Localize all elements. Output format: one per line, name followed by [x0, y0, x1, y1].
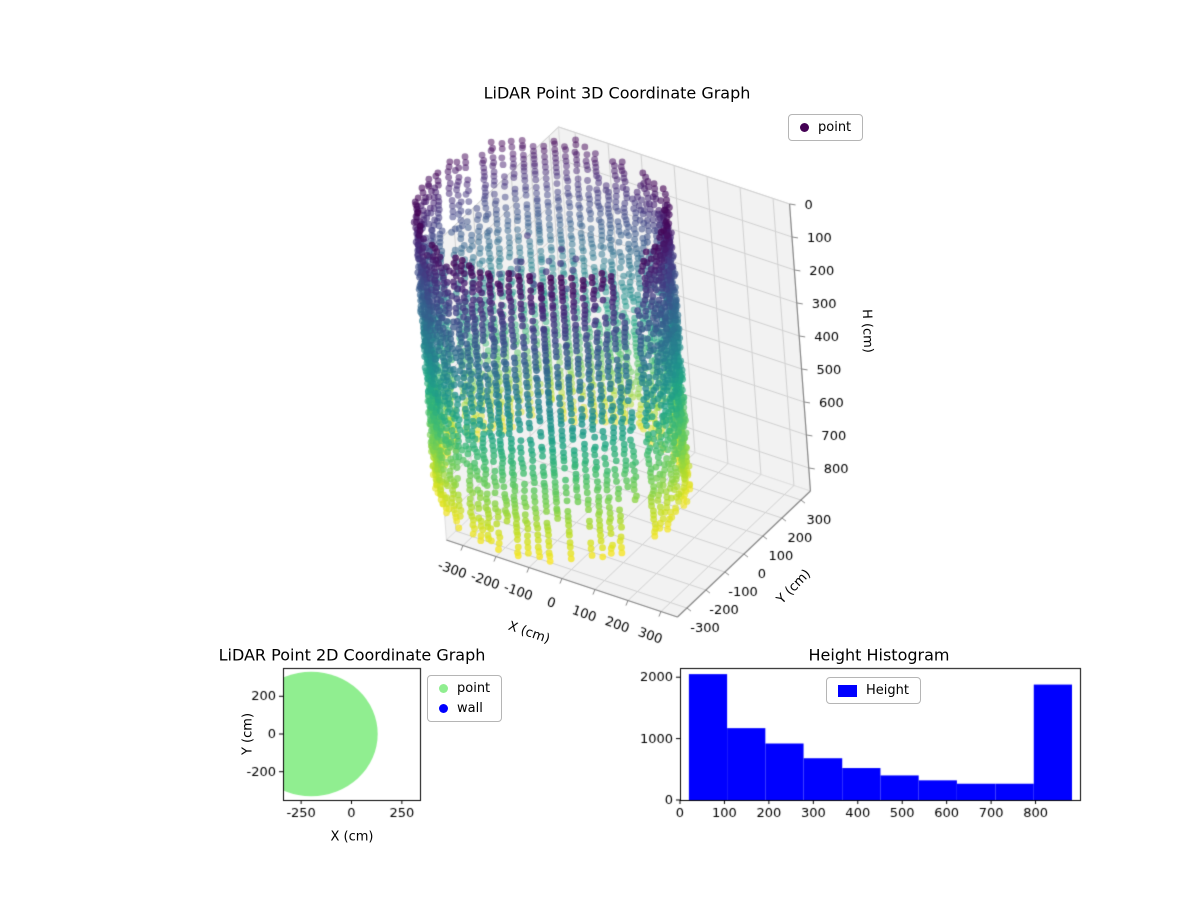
chart2d-title: LiDAR Point 2D Coordinate Graph: [218, 645, 486, 665]
wall-marker-icon: [439, 704, 448, 713]
chart2d-legend: point wall: [427, 675, 503, 722]
legend-entry-point: point: [439, 681, 490, 696]
point-marker-icon: [800, 123, 809, 132]
chart3d-legend: point: [788, 114, 864, 141]
height-swatch-icon: [838, 684, 857, 697]
chart3d-title: LiDAR Point 3D Coordinate Graph: [483, 83, 751, 103]
legend-entry-height: Height: [838, 683, 909, 698]
chart3d-zlabel: H (cm): [858, 308, 876, 354]
legend-entry-point: point: [800, 120, 851, 135]
legend-entry-wall: wall: [439, 701, 490, 716]
histogram-legend: Height: [826, 677, 921, 704]
legend-label-height: Height: [866, 683, 909, 698]
legend-label-wall: wall: [457, 701, 483, 716]
legend-label-point: point: [457, 681, 491, 696]
point-marker-icon: [439, 684, 448, 693]
chart2d-xlabel: X (cm): [330, 829, 374, 845]
legend-label-point: point: [818, 120, 852, 135]
histogram-title: Height Histogram: [808, 645, 950, 665]
chart2d-ylabel: Y (cm): [240, 712, 256, 756]
